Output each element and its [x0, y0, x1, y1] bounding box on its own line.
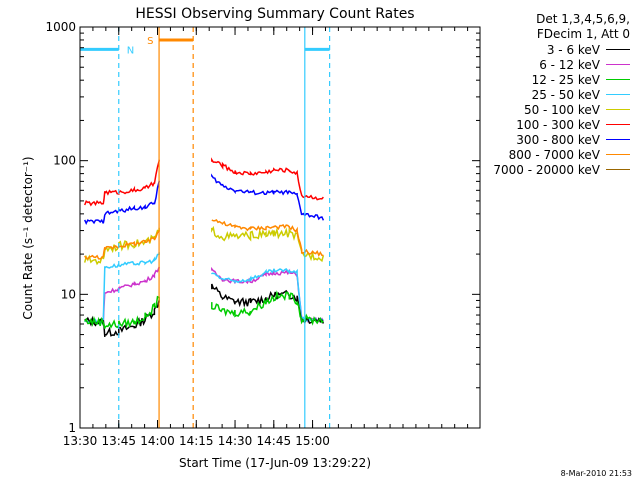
legend-swatch [606, 139, 630, 140]
legend-swatch [606, 49, 630, 50]
detector-header-line-1: Det 1,3,4,5,6,9, [536, 12, 630, 26]
flag-label: S [147, 36, 153, 47]
legend-label: 100 - 300 keV [516, 117, 600, 132]
chart-title: HESSI Observing Summary Count Rates [135, 6, 414, 22]
legend-item: 50 - 100 keV [524, 102, 630, 117]
legend-swatch [606, 109, 630, 110]
orbit-flag-bars: NS [80, 36, 330, 56]
y-axis-label: Count Rate (s⁻¹ detector⁻¹) [21, 156, 35, 319]
legend-label: 800 - 7000 keV [508, 147, 600, 162]
x-tick-label: 15:00 [295, 434, 330, 448]
legend-label: 6 - 12 keV [539, 57, 600, 72]
series-line-5 [84, 157, 324, 207]
legend-label: 300 - 800 keV [516, 132, 600, 147]
axis-ticks: 13:30 13:45 14:00 14:15 14:30 14:45 15:00 1 10 10… [45, 20, 480, 448]
legend-item: 100 - 300 keV [516, 117, 630, 132]
legend-item: 800 - 7000 keV [509, 147, 630, 162]
legend-item: 7000 - 20000 keV [493, 162, 630, 177]
legend-label: 3 - 6 keV [546, 42, 600, 57]
legend-item: 25 - 50 keV [532, 87, 630, 102]
legend-item: 12 - 25 keV [532, 72, 630, 87]
y-tick-label: 10 [61, 287, 76, 301]
detector-header-line-2: FDecim 1, Att 0 [536, 27, 630, 41]
legend-item: 3 - 6 keV [547, 42, 630, 57]
legend-swatch [606, 124, 630, 125]
x-tick-label: 13:45 [101, 434, 136, 448]
y-tick-label: 100 [53, 154, 76, 168]
flag-label: N [127, 45, 134, 56]
x-axis-label: Start Time (17-Jun-09 13:29:22) [179, 456, 371, 470]
legend-item: 6 - 12 keV [539, 57, 630, 72]
legend-swatch [606, 64, 630, 65]
plot-frame [79, 26, 481, 429]
legend-label: 25 - 50 keV [531, 87, 600, 102]
legend-label: 12 - 25 keV [531, 72, 600, 87]
legend-label: 7000 - 20000 keV [493, 162, 600, 177]
x-tick-label: 14:15 [179, 434, 214, 448]
x-tick-label: 14:00 [140, 434, 175, 448]
legend-swatch [606, 94, 630, 95]
data-series-group [83, 157, 325, 337]
event-lines [118, 27, 331, 428]
series-line-7 [84, 219, 324, 260]
series-line-6 [84, 173, 325, 226]
legend-swatch [606, 169, 630, 170]
y-tick-label: 1000 [45, 20, 76, 34]
x-tick-label: 14:45 [257, 434, 292, 448]
legend-label: 50 - 100 keV [523, 102, 600, 117]
x-tick-label: 14:30 [218, 434, 253, 448]
date-stamp: 8-Mar-2010 21:53 [560, 469, 632, 478]
series-line-2 [84, 290, 324, 329]
legend-swatch [606, 154, 630, 155]
x-tick-label: 13:30 [63, 434, 98, 448]
legend-item: 300 - 800 keV [516, 132, 630, 147]
y-tick-label: 1 [68, 421, 76, 435]
legend-swatch [606, 79, 630, 80]
